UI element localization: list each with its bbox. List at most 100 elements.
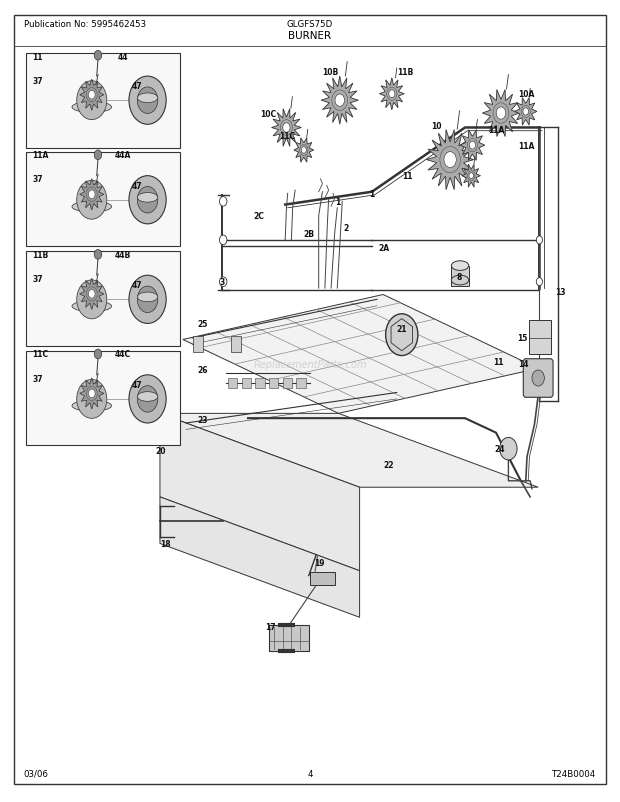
Text: 2: 2 [343, 223, 348, 233]
Text: 11: 11 [494, 358, 504, 367]
Text: 11C: 11C [32, 350, 48, 359]
Text: 47: 47 [131, 82, 142, 91]
Polygon shape [160, 497, 360, 618]
Circle shape [386, 314, 418, 356]
Text: 10A: 10A [518, 90, 534, 99]
Text: 21: 21 [397, 324, 407, 334]
Text: T24B0004: T24B0004 [552, 768, 596, 778]
Text: 18: 18 [160, 539, 171, 549]
Text: 11A: 11A [518, 141, 534, 151]
Text: 14: 14 [518, 359, 529, 369]
Bar [26, 54, 180, 148]
Text: 47: 47 [131, 380, 142, 390]
Polygon shape [460, 131, 485, 161]
Polygon shape [79, 279, 104, 310]
Text: GLGFS75D: GLGFS75D [287, 19, 333, 29]
Polygon shape [462, 165, 480, 188]
Ellipse shape [72, 202, 112, 213]
Polygon shape [79, 180, 104, 211]
Bar [242, 379, 251, 388]
Text: 25: 25 [197, 319, 208, 329]
Ellipse shape [451, 276, 469, 286]
Bar [228, 379, 237, 388]
Text: 8: 8 [456, 273, 462, 282]
Text: 2C: 2C [253, 212, 264, 221]
Circle shape [496, 107, 506, 120]
Text: 37: 37 [32, 274, 43, 284]
Circle shape [335, 95, 345, 107]
Text: 11C: 11C [279, 132, 295, 141]
Bar [451, 266, 469, 287]
Text: 1: 1 [335, 197, 340, 207]
Text: 37: 37 [32, 374, 43, 383]
Text: 22: 22 [383, 460, 394, 470]
Circle shape [89, 290, 95, 299]
Circle shape [129, 375, 166, 423]
Polygon shape [160, 414, 360, 571]
Circle shape [138, 87, 157, 114]
Polygon shape [379, 79, 404, 111]
Bar [26, 351, 180, 446]
Bar [283, 379, 292, 388]
Text: 10C: 10C [260, 109, 277, 119]
Circle shape [129, 77, 166, 125]
Bar [193, 337, 203, 353]
Circle shape [129, 176, 166, 225]
Text: 11: 11 [32, 53, 43, 63]
Text: 44: 44 [118, 53, 128, 63]
Circle shape [444, 152, 456, 168]
Text: 37: 37 [32, 77, 43, 87]
Bar [529, 321, 551, 354]
Bar [296, 379, 306, 388]
Circle shape [500, 438, 517, 460]
Text: 44A: 44A [115, 151, 131, 160]
Ellipse shape [138, 392, 157, 402]
Circle shape [89, 91, 95, 100]
Text: 11A: 11A [32, 151, 48, 160]
Text: 47: 47 [131, 281, 142, 290]
Text: ReplacementParts.com: ReplacementParts.com [253, 360, 367, 370]
Ellipse shape [138, 293, 157, 302]
Circle shape [219, 197, 227, 207]
Text: BURNER: BURNER [288, 31, 332, 41]
Ellipse shape [72, 401, 112, 411]
Text: 44C: 44C [115, 350, 131, 359]
Text: Publication No: 5995462453: Publication No: 5995462453 [24, 19, 146, 29]
Text: 15: 15 [517, 334, 528, 343]
Text: 23: 23 [197, 415, 208, 425]
Text: 17: 17 [265, 622, 276, 632]
Polygon shape [294, 139, 314, 163]
Text: 37: 37 [32, 175, 43, 184]
Polygon shape [272, 110, 301, 147]
Circle shape [129, 276, 166, 324]
Circle shape [138, 287, 157, 313]
Circle shape [301, 148, 306, 154]
Text: 1: 1 [370, 189, 374, 199]
Text: 2A: 2A [378, 244, 389, 253]
Bar [26, 152, 180, 247]
Text: 11B: 11B [32, 250, 48, 260]
Ellipse shape [72, 103, 112, 113]
Circle shape [77, 181, 107, 220]
Text: 47: 47 [131, 181, 142, 191]
Circle shape [283, 124, 290, 133]
Circle shape [77, 281, 107, 319]
Circle shape [219, 236, 227, 245]
Circle shape [389, 91, 395, 99]
FancyBboxPatch shape [523, 359, 553, 398]
Polygon shape [183, 295, 538, 414]
Text: 20: 20 [155, 446, 166, 456]
Circle shape [89, 191, 95, 200]
Polygon shape [427, 131, 474, 190]
Text: 2B: 2B [304, 229, 315, 239]
Text: 24: 24 [495, 444, 505, 454]
Text: 26: 26 [197, 366, 208, 375]
Text: 3: 3 [219, 277, 224, 287]
Circle shape [219, 277, 227, 287]
Ellipse shape [138, 94, 157, 103]
Text: 11A: 11A [489, 125, 505, 135]
Circle shape [77, 82, 107, 120]
Ellipse shape [72, 302, 112, 312]
Circle shape [469, 142, 476, 150]
FancyBboxPatch shape [269, 626, 309, 651]
